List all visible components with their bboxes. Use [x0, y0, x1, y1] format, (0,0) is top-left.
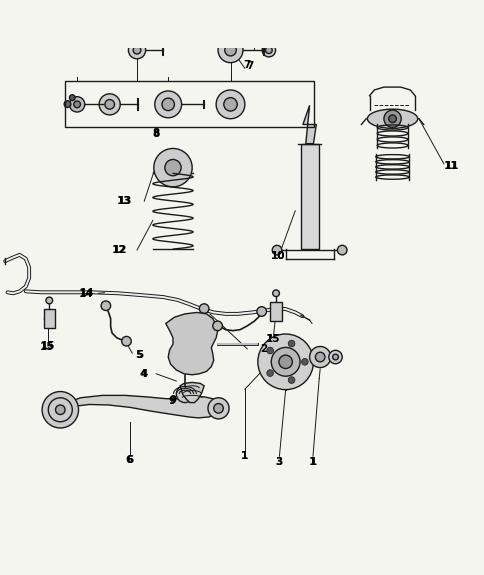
Circle shape: [101, 301, 110, 311]
Circle shape: [218, 38, 242, 63]
Text: 9: 9: [168, 396, 175, 406]
Bar: [65, 81, 314, 127]
Circle shape: [99, 94, 120, 115]
Text: 1: 1: [308, 458, 315, 467]
Circle shape: [133, 47, 140, 54]
Text: 1: 1: [241, 451, 248, 461]
Text: 15: 15: [265, 334, 279, 344]
Text: 12: 12: [113, 245, 127, 255]
Text: 4: 4: [140, 369, 148, 379]
Circle shape: [153, 148, 192, 187]
Circle shape: [165, 159, 181, 176]
Text: 4: 4: [139, 369, 147, 379]
Text: 10: 10: [271, 251, 285, 261]
Polygon shape: [59, 396, 221, 418]
Text: 9: 9: [169, 395, 176, 405]
Circle shape: [287, 340, 294, 347]
Circle shape: [64, 101, 71, 108]
Circle shape: [213, 404, 223, 413]
Bar: [270, 302, 281, 321]
Circle shape: [69, 95, 75, 101]
Circle shape: [121, 336, 131, 346]
Polygon shape: [302, 105, 316, 144]
Polygon shape: [180, 382, 204, 402]
Circle shape: [199, 304, 209, 313]
Circle shape: [301, 358, 307, 365]
Text: 11: 11: [444, 161, 459, 171]
Text: 11: 11: [443, 161, 457, 171]
Text: 6: 6: [125, 455, 132, 465]
Text: 1: 1: [240, 451, 247, 461]
Text: 12: 12: [112, 244, 126, 255]
Text: 8: 8: [152, 129, 160, 139]
Circle shape: [266, 347, 273, 354]
Text: 2: 2: [260, 344, 267, 354]
Circle shape: [271, 347, 300, 376]
Circle shape: [257, 306, 266, 316]
Circle shape: [69, 97, 85, 112]
Circle shape: [224, 44, 236, 56]
Bar: [44, 309, 55, 328]
Circle shape: [105, 99, 114, 109]
Circle shape: [176, 385, 193, 402]
Circle shape: [257, 334, 313, 390]
Circle shape: [315, 352, 324, 362]
Circle shape: [278, 355, 292, 369]
Text: 13: 13: [117, 196, 131, 206]
Text: 1: 1: [309, 457, 316, 467]
Text: 10: 10: [271, 251, 285, 261]
Text: 15: 15: [266, 334, 280, 344]
Circle shape: [208, 398, 228, 419]
Bar: [300, 144, 318, 249]
Text: 14: 14: [79, 289, 93, 299]
Circle shape: [271, 306, 280, 316]
Text: 5: 5: [136, 350, 143, 359]
Circle shape: [332, 354, 338, 360]
Circle shape: [388, 115, 395, 122]
Circle shape: [46, 297, 53, 304]
Circle shape: [272, 290, 279, 297]
Text: 6: 6: [126, 455, 133, 465]
Circle shape: [287, 377, 294, 384]
Circle shape: [45, 314, 54, 324]
Text: 15: 15: [41, 341, 56, 351]
Circle shape: [48, 398, 72, 421]
Polygon shape: [166, 312, 217, 375]
Text: 2: 2: [260, 344, 267, 354]
Text: 7: 7: [243, 60, 250, 70]
Text: 7: 7: [245, 61, 253, 71]
Circle shape: [55, 405, 65, 415]
Circle shape: [52, 401, 69, 419]
Circle shape: [337, 246, 347, 255]
Circle shape: [309, 347, 330, 367]
Circle shape: [216, 90, 244, 118]
Circle shape: [154, 91, 181, 118]
Text: 3: 3: [275, 457, 283, 467]
Circle shape: [265, 47, 272, 53]
Ellipse shape: [367, 109, 417, 128]
Circle shape: [74, 101, 80, 108]
Circle shape: [262, 44, 275, 57]
Text: 13: 13: [118, 196, 132, 206]
Circle shape: [272, 246, 281, 255]
Circle shape: [42, 392, 78, 428]
Circle shape: [223, 98, 237, 111]
Text: 5: 5: [135, 350, 142, 359]
Circle shape: [128, 41, 145, 59]
Text: 14: 14: [79, 288, 94, 298]
Text: 3: 3: [274, 458, 282, 467]
Circle shape: [383, 110, 400, 128]
Circle shape: [212, 321, 222, 331]
Circle shape: [328, 350, 342, 364]
Text: 8: 8: [152, 128, 160, 138]
Circle shape: [266, 370, 273, 377]
Text: 15: 15: [40, 342, 55, 352]
Circle shape: [162, 98, 174, 110]
